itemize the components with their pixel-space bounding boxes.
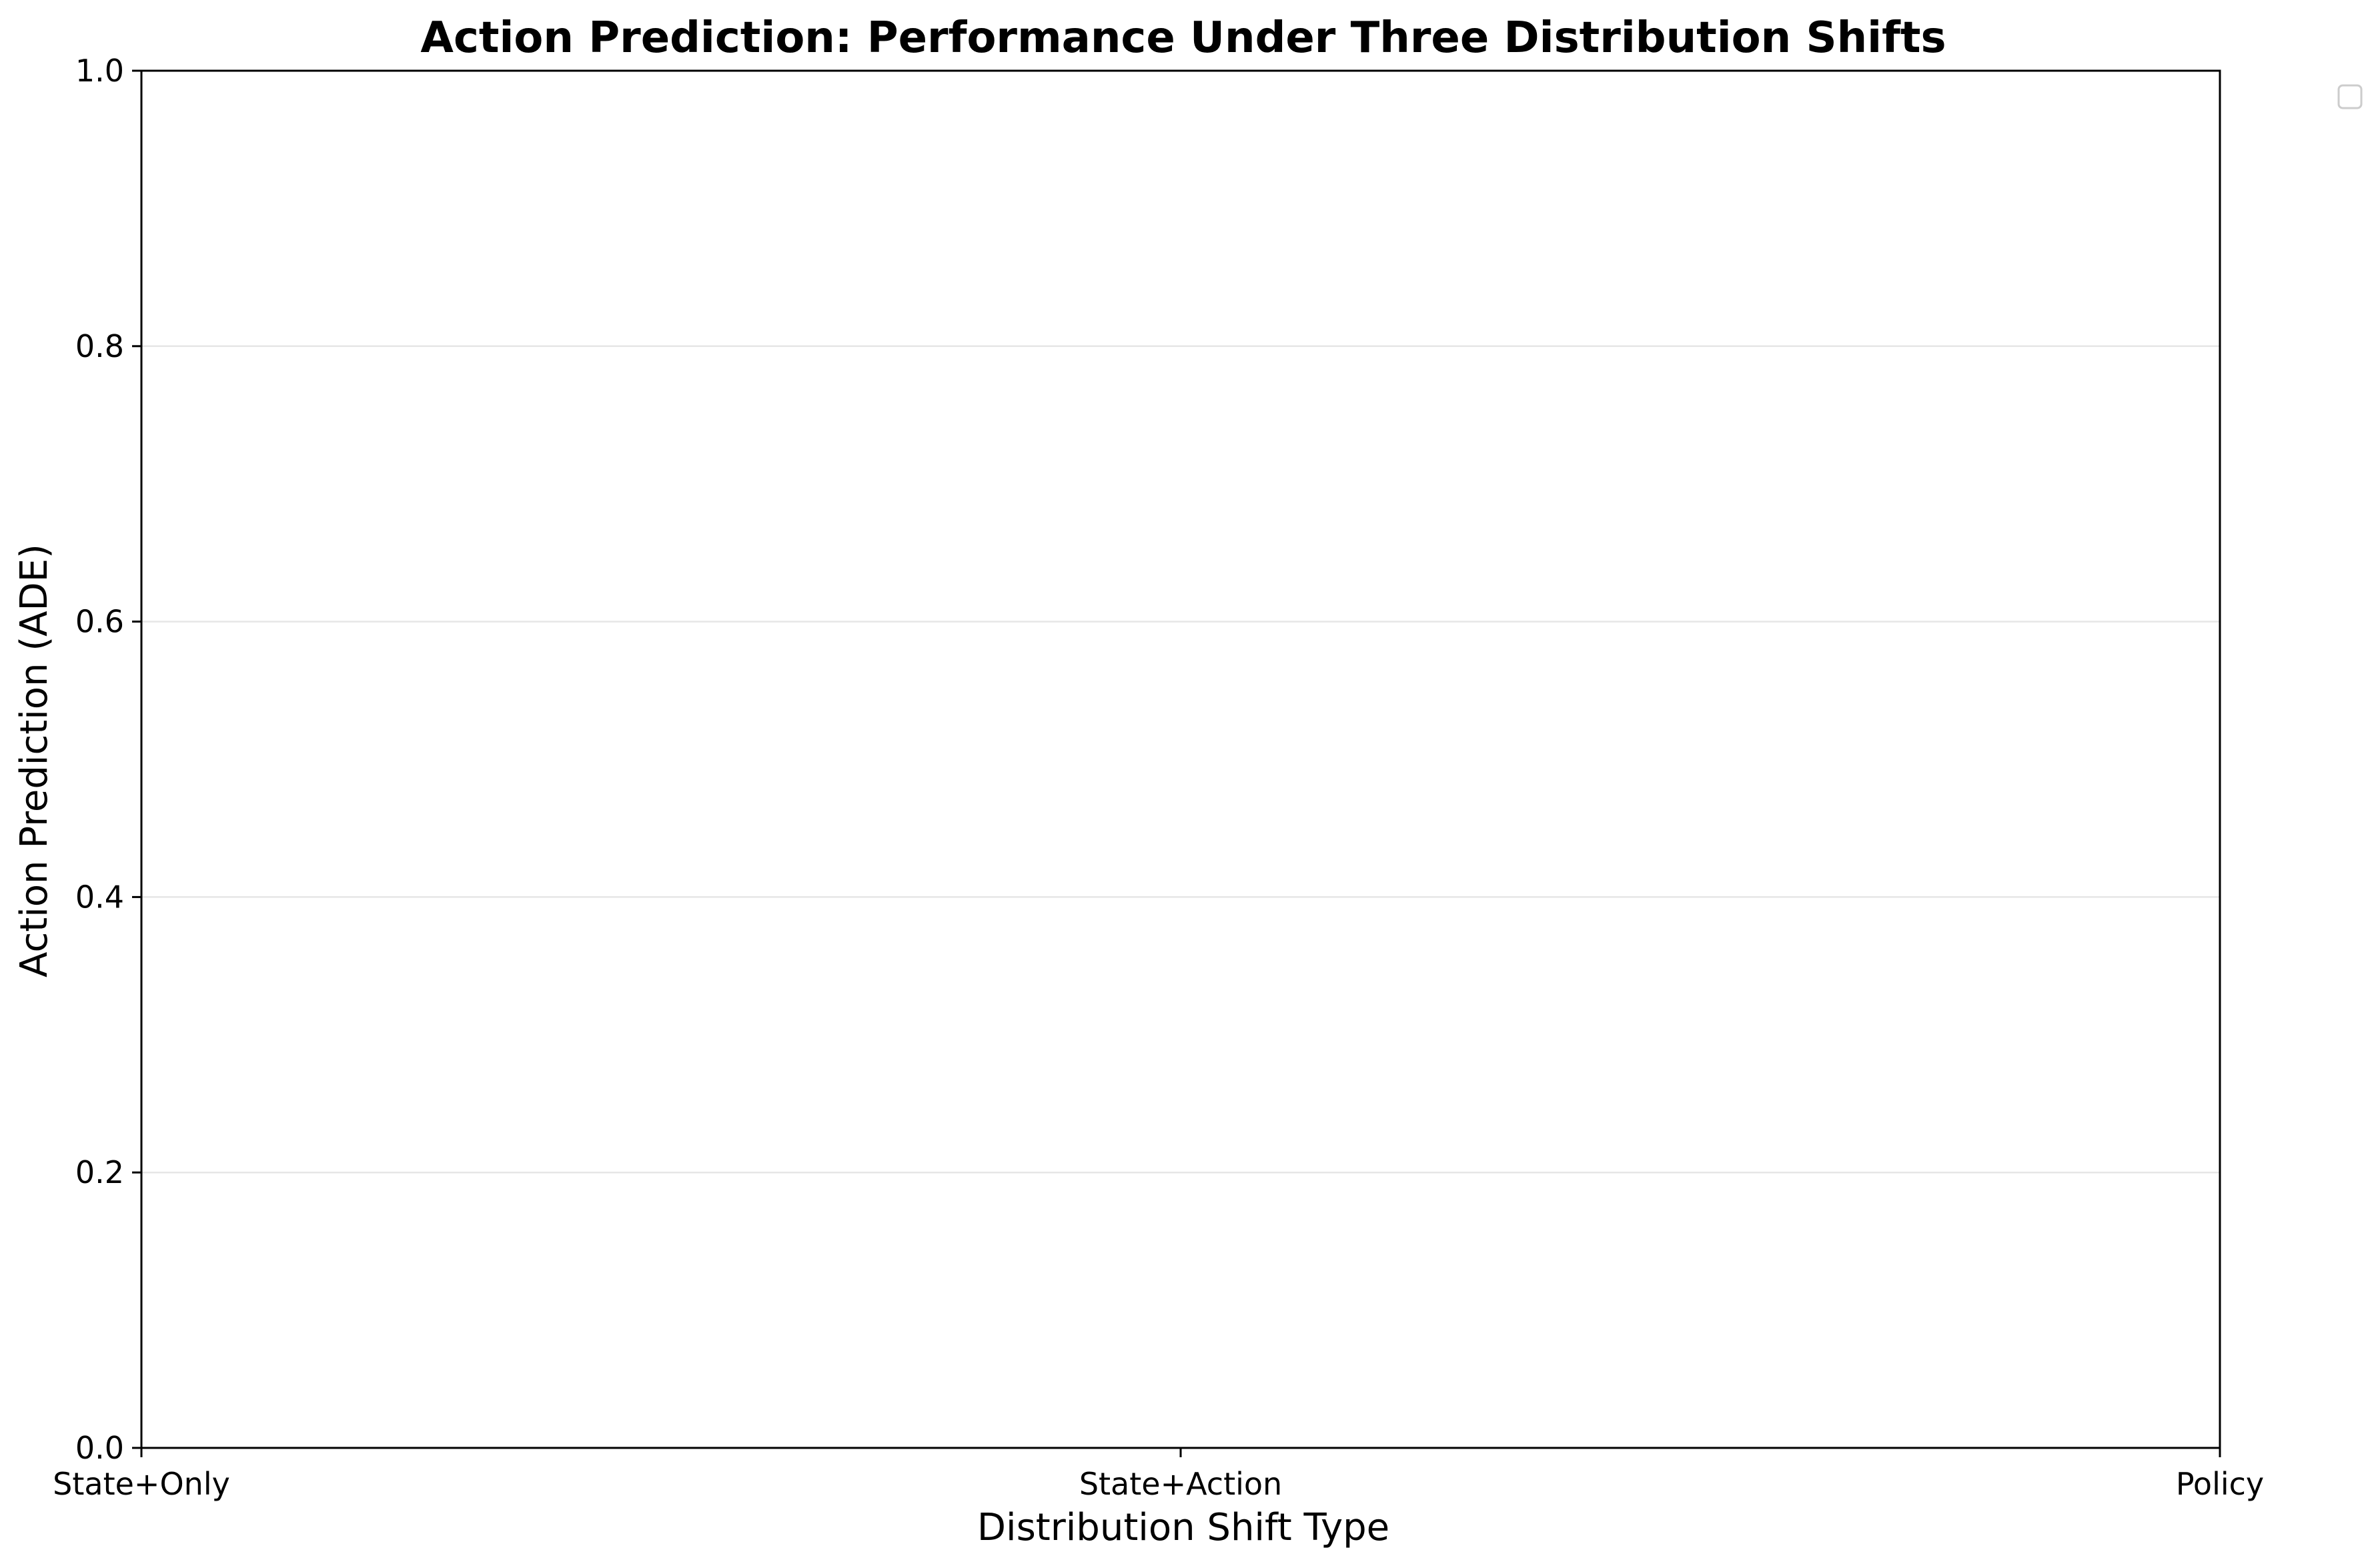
y-tick-label: 1.0 (75, 53, 124, 89)
y-tick-label: 0.2 (75, 1154, 124, 1190)
y-tick-label: 0.8 (75, 328, 124, 364)
x-axis-ticks: State+Only State+Action Policy (53, 1448, 2264, 1502)
y-axis-label: Action Prediction (ADE) (13, 544, 56, 977)
grid-lines (141, 345, 2220, 1174)
y-tick-label: 0.4 (75, 879, 124, 915)
x-tick-label: State+Action (1079, 1466, 1282, 1502)
x-axis-label: Distribution Shift Type (977, 1506, 1389, 1549)
plot-area-frame (140, 69, 2221, 1449)
chart-title: Action Prediction: Performance Under Thr… (420, 13, 1946, 63)
x-tick-label: State+Only (53, 1466, 230, 1502)
y-axis-ticks: 0.0 0.2 0.4 0.6 0.8 1.0 (75, 53, 141, 1466)
x-tick-label: Policy (2176, 1466, 2264, 1502)
y-tick-label: 0.0 (75, 1430, 124, 1466)
legend-box (2337, 84, 2363, 109)
y-tick-label: 0.6 (75, 604, 124, 640)
